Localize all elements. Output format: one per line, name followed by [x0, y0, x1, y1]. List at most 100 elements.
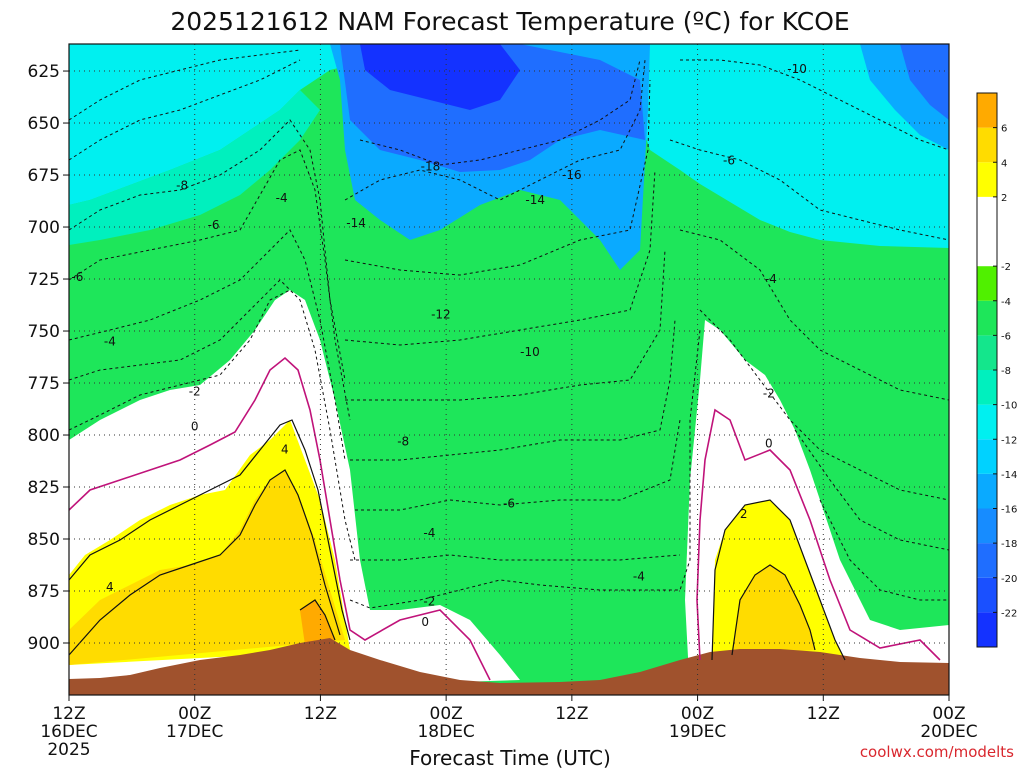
contour-line — [680, 59, 949, 151]
y-tick-label: 825 — [28, 478, 60, 498]
contour-label: -6 — [71, 270, 83, 284]
contour-label: 4 — [281, 443, 289, 457]
contour-label: 0 — [191, 420, 199, 434]
contour-label: -2 — [763, 386, 775, 400]
colorbar-band — [977, 127, 997, 163]
x-tick-date: 17DEC — [166, 722, 223, 742]
colorbar-tick-label: -20 — [1001, 574, 1017, 585]
x-tick-label: 00Z — [430, 704, 463, 724]
colorbar-tick-label: -18 — [1001, 539, 1017, 550]
contour-label: -4 — [633, 569, 645, 583]
contour-label: 2 — [740, 507, 748, 521]
region-warmest-left — [300, 600, 335, 645]
colorbar: 6 4 2 -2 -4 -6 -8 -10 -12 -14 -16 -18 -20 -22 — [976, 92, 1017, 648]
x-tick-label: 00Z — [681, 704, 714, 724]
x-tick-date: 16DEC — [40, 722, 97, 742]
colorbar-tick-label: 6 — [1001, 124, 1007, 135]
colorbar-band — [977, 473, 997, 509]
colorbar-band — [977, 543, 997, 578]
contour-line — [350, 319, 676, 461]
y-tick-label: 850 — [28, 530, 60, 550]
contour-line — [350, 554, 681, 561]
y-tick-label: 750 — [28, 322, 60, 342]
contour-line — [355, 419, 681, 511]
colorbar-band — [977, 162, 997, 197]
terrain-ground — [69, 638, 949, 695]
contour-line — [344, 59, 646, 201]
contour-label: 0 — [765, 436, 773, 450]
x-axis-label: Forecast Time (UTC) — [409, 746, 611, 768]
contour-labels: -10 -18 -16 -6 -8 -4 -14 -14 -6 -6 -4 -12 -4 -10 -2 -2 0… — [71, 62, 807, 629]
colorbar-tick-label: -10 — [1001, 401, 1017, 412]
contour-label: -6 — [208, 218, 220, 232]
contour-line — [696, 408, 941, 661]
region-coldest-upper-right — [900, 44, 949, 120]
y-tick-label: 700 — [28, 218, 60, 238]
x-tick-year: 2025 — [47, 740, 90, 760]
colorbar-band — [977, 439, 997, 474]
zero-contours — [69, 356, 941, 681]
contour-line — [345, 249, 666, 401]
contour-line — [679, 229, 949, 401]
contour-label: -14 — [346, 216, 366, 230]
region-mid-cold-upper-left — [69, 90, 320, 245]
colorbar-tick-label: 4 — [1001, 158, 1007, 169]
contour-line — [349, 329, 701, 609]
plot-frame — [68, 43, 950, 696]
contour-line — [69, 59, 301, 161]
contour-line — [69, 279, 356, 561]
colorbar-band — [977, 508, 997, 544]
colorbar-tick-label: 2 — [1001, 193, 1007, 204]
y-tick-label: 625 — [28, 62, 60, 82]
colorbar-tick-label: -4 — [1001, 297, 1011, 308]
chart-title: 2025121612 NAM Forecast Temperature (ºC)… — [170, 7, 849, 36]
contour-label: -8 — [176, 178, 188, 192]
region-warmer-right — [732, 565, 815, 655]
temperature-field — [69, 44, 949, 695]
colorbar-band — [977, 404, 997, 440]
negative-contours — [69, 49, 949, 609]
colorbar-band — [977, 93, 997, 128]
x-tick-date: 18DEC — [417, 722, 474, 742]
colorbar-band — [977, 335, 997, 370]
colorbar-band — [977, 300, 997, 336]
grid-lines — [69, 44, 949, 695]
x-tick-label: 12Z — [807, 704, 840, 724]
contour-line — [69, 229, 346, 461]
y-tick-label: 900 — [28, 634, 60, 654]
contour-label: -18 — [421, 160, 441, 174]
contour-label: -2 — [423, 594, 435, 608]
contour-line — [819, 499, 949, 601]
y-tick-label: 875 — [28, 582, 60, 602]
credit-annotation: coolwx.com/modelts — [860, 743, 1014, 761]
contour-label: -10 — [520, 345, 540, 359]
y-tick-label: 675 — [28, 166, 60, 186]
colorbar-band — [977, 266, 997, 301]
y-tick-label: 800 — [28, 426, 60, 446]
contour-line — [69, 469, 341, 656]
contour-line — [69, 49, 301, 121]
colorbar-tick-label: -2 — [1001, 262, 1011, 273]
y-axis: 625 650 675 700 725 750 775 800 825 850 875 900 — [28, 62, 69, 654]
contour-line — [669, 139, 949, 241]
x-tick-label: 00Z — [932, 704, 965, 724]
contour-line — [299, 599, 336, 641]
contour-label: -4 — [765, 272, 777, 286]
x-tick-date: 20DEC — [920, 722, 977, 742]
region-coldest-core — [360, 44, 520, 110]
colorbar-band — [977, 370, 997, 405]
contour-line — [344, 79, 651, 276]
contour-label: -6 — [503, 497, 515, 511]
colorbar-band — [977, 196, 997, 267]
contour-line — [711, 499, 846, 661]
contour-line — [69, 149, 351, 421]
y-tick-label: 775 — [28, 374, 60, 394]
colorbar-tick-label: -8 — [1001, 366, 1011, 377]
contour-label: -14 — [525, 193, 545, 207]
colorbar-band — [977, 577, 997, 613]
contour-line — [731, 564, 816, 656]
x-tick-label: 12Z — [555, 704, 588, 724]
x-tick-label: 12Z — [304, 704, 337, 724]
